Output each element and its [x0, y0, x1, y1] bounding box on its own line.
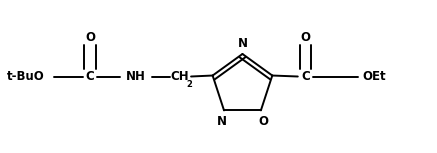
- Text: NH: NH: [126, 70, 146, 83]
- Text: t-BuO: t-BuO: [7, 70, 45, 83]
- Text: N: N: [237, 37, 247, 50]
- Text: 2: 2: [186, 80, 192, 89]
- Text: C: C: [86, 70, 94, 83]
- Text: O: O: [301, 31, 311, 44]
- Text: O: O: [85, 31, 95, 44]
- Text: O: O: [258, 115, 268, 128]
- Text: CH: CH: [170, 70, 189, 83]
- Text: C: C: [301, 70, 310, 83]
- Text: OEt: OEt: [362, 70, 386, 83]
- Text: N: N: [217, 115, 227, 128]
